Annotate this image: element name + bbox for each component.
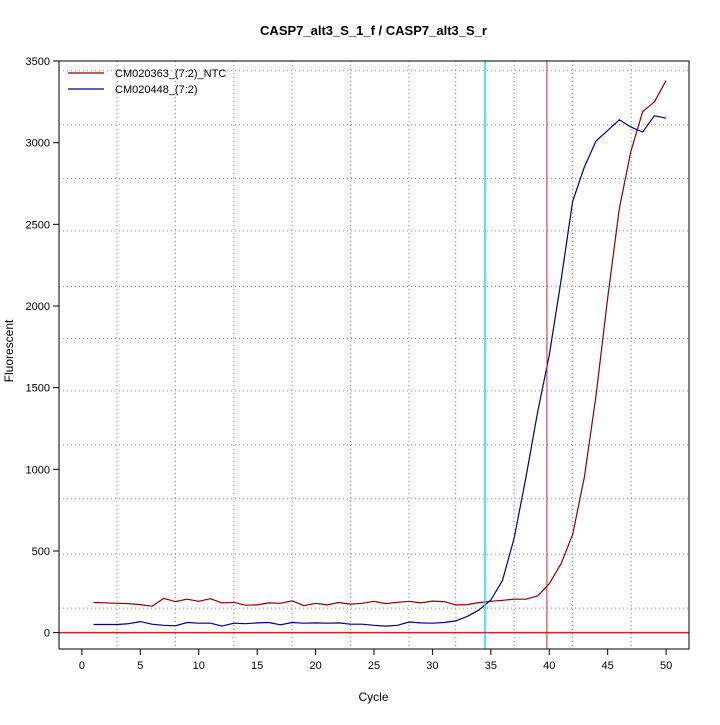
- x-tick-label: 25: [368, 660, 380, 672]
- series-line-cm020448: [93, 115, 667, 627]
- x-tick-label: 5: [137, 660, 143, 672]
- series-line-cm020363-ntc: [93, 80, 667, 607]
- x-tick-label: 10: [193, 660, 205, 672]
- x-tick-label: 35: [485, 660, 497, 672]
- y-tick-label: 500: [32, 546, 50, 558]
- refline-layer: [59, 61, 689, 649]
- x-tick-label: 0: [79, 660, 85, 672]
- y-tick-label: 3500: [26, 56, 50, 68]
- y-tick-label: 0: [44, 628, 50, 640]
- y-tick-label: 2500: [26, 219, 50, 231]
- x-tick-label: 45: [602, 660, 614, 672]
- y-axis-label: Fluorescent: [2, 319, 16, 382]
- y-tick-label: 3000: [26, 138, 50, 150]
- legend-label-cm020448: CM020448_(7:2): [115, 84, 198, 96]
- axes-layer: 0 5 10 15 20 25 30 35 40 45 5005001000150020002500…: [26, 56, 673, 672]
- chart-title: CASP7_alt3_S_1_f / CASP7_alt3_S_r: [260, 23, 487, 38]
- x-tick-label: 50: [660, 660, 672, 672]
- x-tick-label: 15: [251, 660, 263, 672]
- x-tick-label: 30: [426, 660, 438, 672]
- x-tick-label: 40: [543, 660, 555, 672]
- grid-layer: [59, 61, 689, 649]
- x-axis-label: Cycle: [358, 690, 388, 704]
- legend: CM020363_(7:2)_NTC CM020448_(7:2): [68, 68, 226, 96]
- series-layer: [93, 80, 667, 627]
- y-tick-label: 2000: [26, 301, 50, 313]
- plot-frame: [58, 60, 690, 650]
- x-tick-label: 20: [309, 660, 321, 672]
- y-tick-label: 1500: [26, 383, 50, 395]
- y-tick-label: 1000: [26, 464, 50, 476]
- legend-label-ntc: CM020363_(7:2)_NTC: [115, 68, 226, 80]
